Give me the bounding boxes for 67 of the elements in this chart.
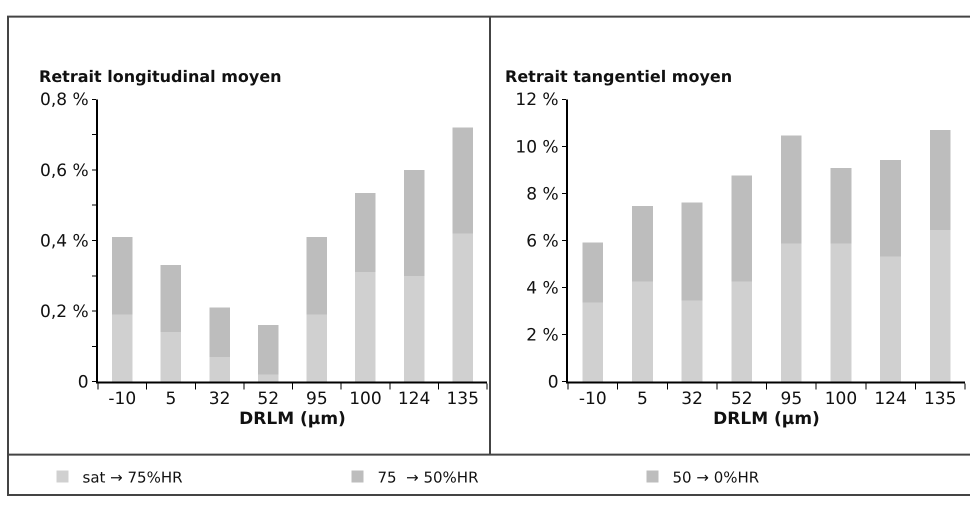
y-tick-label: 0,2 % (40, 302, 89, 322)
y-tick-label: 10 % (515, 137, 559, 158)
bar (880, 160, 901, 257)
y-tick-label: 8 % (526, 184, 559, 204)
y-tick-label: 0,4 % (40, 231, 89, 252)
bar (306, 236, 328, 315)
bar (731, 176, 752, 282)
legend-label: 75 → 50%HR (378, 468, 479, 486)
legend-label: 50 → 0%HR (672, 468, 760, 486)
x-tick-label: 100 (824, 389, 858, 410)
y-tick-label: 0 (78, 372, 89, 393)
bar (780, 243, 802, 382)
bar (355, 192, 376, 272)
bar (404, 170, 424, 276)
x-tick-label: 124 (398, 389, 430, 410)
bar (830, 243, 852, 382)
bar (632, 206, 653, 282)
bar (355, 272, 376, 382)
bar (731, 281, 752, 382)
x-tick-label: 52 (257, 389, 280, 410)
bar (452, 128, 473, 234)
bar (258, 374, 278, 382)
x-tick-label: 52 (730, 389, 753, 410)
y-tick-label: 2 % (526, 326, 559, 346)
bar (682, 300, 702, 382)
bar (582, 242, 604, 303)
x-tick-label: 124 (874, 389, 907, 410)
x-tick-label: 135 (924, 389, 956, 410)
bar (880, 256, 901, 382)
y-tick-label: 4 % (526, 278, 559, 298)
bar (209, 356, 230, 382)
x-axis-title: DRLM (µm) (239, 409, 346, 430)
y-tick-label: 12 % (515, 90, 559, 110)
x-axis-title: DRLM (µm) (713, 409, 820, 430)
bar (404, 276, 424, 382)
y-tick-label: 6 % (526, 231, 559, 252)
x-tick-label: 32 (681, 389, 703, 410)
bar (632, 281, 653, 382)
bar (830, 168, 852, 244)
x-tick-label: 135 (446, 389, 479, 410)
bar (780, 136, 802, 244)
chart-title: Retrait tangentiel moyen (505, 67, 732, 86)
bar (452, 233, 473, 382)
bar (682, 202, 702, 300)
x-tick-label: 95 (780, 389, 802, 410)
x-tick-label: -10 (578, 389, 607, 410)
legend-label: sat → 75%HR (82, 468, 183, 486)
bar (112, 236, 133, 315)
bar (160, 265, 182, 332)
x-tick-label: 95 (306, 389, 328, 410)
x-tick-label: 5 (637, 389, 648, 410)
bar (306, 314, 328, 382)
y-tick-label: 0,6 % (40, 160, 89, 181)
x-tick-label: -10 (108, 389, 136, 410)
x-tick-label: 32 (208, 389, 230, 410)
y-tick-label: 0,8 % (40, 90, 89, 110)
y-tick-label: 0 (548, 372, 559, 393)
bar (930, 130, 951, 230)
x-tick-label: 100 (349, 389, 382, 410)
chart-title: Retrait longitudinal moyen (39, 67, 282, 86)
bar (209, 308, 230, 357)
bar (112, 314, 133, 382)
bar (258, 325, 278, 375)
bar (582, 302, 604, 382)
x-tick-label: 5 (166, 389, 176, 410)
bar (930, 230, 951, 382)
bar (160, 332, 182, 382)
